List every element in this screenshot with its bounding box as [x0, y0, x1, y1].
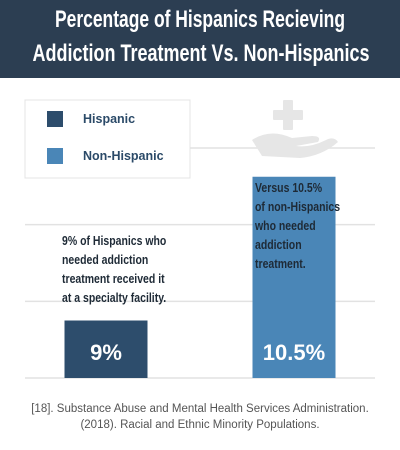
source-note: (2018). Racial and Ethnic Minority Popul… [80, 419, 319, 431]
value-label: 10.5% [263, 340, 325, 365]
legend-swatch [47, 111, 63, 127]
annotation-line: treatment. [255, 258, 306, 271]
annotation: Versus 10.5% of non-Hispanics who needed ad… [254, 182, 340, 271]
annotation-line: of non-Hispanics [255, 201, 340, 214]
annotations: 9% of Hispanics who needed addiction treat… [62, 182, 340, 305]
source-note: [18]. Substance Abuse and Mental Health … [31, 403, 369, 415]
annotation: 9% of Hispanics who needed addiction treat… [62, 235, 166, 305]
annotation-line: Versus 10.5% [255, 182, 322, 195]
annotation-line: addiction [255, 239, 302, 252]
legend-label: Hispanic [83, 112, 135, 126]
annotation-line: treatment received it [62, 273, 165, 286]
annotation-line: who needed [254, 220, 316, 233]
annotation-line: at a specialty facility. [62, 292, 166, 305]
chart-title: Percentage of Hispanics Recieving [55, 6, 345, 33]
annotation-line: 9% of Hispanics who [62, 235, 166, 248]
bar [252, 176, 336, 378]
legend-swatch [47, 148, 63, 164]
legend: Hispanic Non-Hispanic [47, 111, 164, 164]
icon [252, 100, 338, 158]
header-band [0, 0, 400, 78]
bar [64, 320, 148, 378]
value-label: 9% [90, 340, 122, 365]
annotation-line: needed addiction [62, 254, 148, 267]
legend-label: Non-Hispanic [83, 149, 164, 163]
bars: 9% 10.5% [64, 176, 336, 378]
chart-title: Addiction Treatment Vs. Non-Hispanics [33, 40, 370, 67]
